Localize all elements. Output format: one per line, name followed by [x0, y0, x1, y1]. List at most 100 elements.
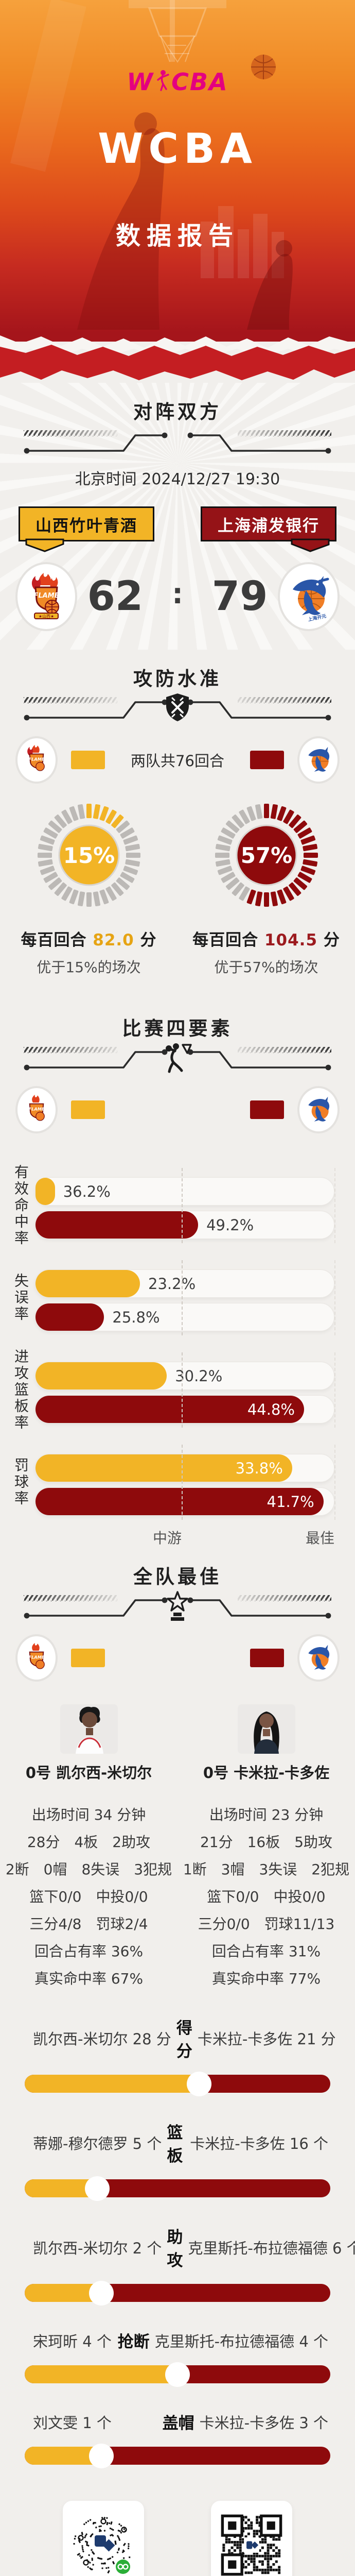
- pace-gauges: 15% 每百回合 82.0 分 优于15%的场次 57% 每百回合 104.5 …: [0, 801, 355, 977]
- duel-split-marker: [187, 2071, 212, 2096]
- divider-graphic: [24, 1047, 331, 1071]
- stat-line: 三分0/0 罚球11/13: [198, 1916, 335, 1933]
- home-color-swatch: [71, 1649, 105, 1667]
- duel-home-leader: 蒂娜-穆尔德罗 5 个: [33, 2135, 162, 2153]
- away-gauge-column: 57% 每百回合 104.5 分 优于57%的场次: [177, 801, 355, 977]
- duel-home-leader: 凯尔西-米切尔 2 个: [33, 2240, 162, 2257]
- axis-label-best: 最佳: [305, 1530, 334, 1547]
- divider-graphic: [24, 430, 331, 454]
- away-bar: 44.8%: [36, 1396, 304, 1423]
- hero-artwork: [10, 0, 293, 330]
- away-bar: 41.7%: [36, 1488, 324, 1515]
- away-bar-value: 25.8%: [112, 1308, 160, 1326]
- away-color-swatch: [250, 1100, 284, 1119]
- score-separator: :: [172, 577, 183, 610]
- home-player-name: 0号 凯尔西-米切尔: [25, 1764, 152, 1782]
- possessions-note: 两队共76回合: [131, 752, 224, 770]
- torn-paper-edge: [0, 331, 355, 380]
- duel-row: 凯尔西-米切尔 2 个 助攻 克里斯托-布拉德福德 6 个: [25, 2224, 355, 2306]
- home-gauge-column: 15% 每百回合 82.0 分 优于15%的场次: [0, 801, 177, 977]
- duel-stat-label: 盖帽: [162, 2414, 194, 2433]
- team-best-legend: FLAME: [0, 1634, 355, 1682]
- duel-away-leader: 卡米拉-卡多佐 3 个: [199, 2414, 328, 2432]
- section-divider: [10, 1591, 345, 1623]
- per100-suffix: 分: [323, 931, 340, 950]
- duel-home-fill: [25, 2365, 177, 2383]
- duel-home-fill: [25, 2284, 101, 2302]
- home-color-swatch: [71, 1100, 105, 1119]
- away-team-name: 上海浦发银行: [218, 516, 319, 535]
- away-bar-value: 44.8%: [247, 1400, 295, 1418]
- hero-subtitle: 数据报告: [115, 222, 239, 250]
- final-score: 62 : 79: [77, 573, 278, 620]
- home-bar: 23.2%: [36, 1270, 196, 1297]
- duel-bar: [25, 2280, 330, 2306]
- wcba-league-logo: W CBA: [0, 68, 355, 96]
- section-divider: [10, 429, 345, 458]
- factor-label: 有效命中率: [12, 1164, 29, 1247]
- hero-banner: W CBA WCBA 数据报告: [0, 0, 355, 332]
- duel-row: 凯尔西-米切尔 28 分 得分 卡米拉-卡多佐 21 分: [25, 2015, 336, 2096]
- bestline-dash: [334, 1352, 335, 1428]
- home-score: 62: [87, 573, 144, 620]
- away-bar-track: 41.7%: [35, 1487, 334, 1516]
- away-score: 79: [211, 573, 268, 620]
- home-player-stat-lines: 出场时间 34 分钟 28分 4板 2助攻 2断 0帽 8失误 3犯规 篮下0/…: [0, 1797, 177, 1988]
- section-matchup: 对阵双方: [0, 383, 355, 650]
- away-player-column: 0号 卡米拉-卡多佐: [177, 1704, 355, 1783]
- stat-line: 1断 3帽 3失误 2犯规: [183, 1861, 350, 1878]
- swordfish-logo-icon: 上海开元: [293, 576, 329, 621]
- section-pace: 攻防水准: [0, 650, 355, 999]
- dunk-player-icon: [162, 1042, 193, 1077]
- axis-label-mid: 中游: [152, 1530, 182, 1547]
- four-factors-axis: 中游 最佳: [0, 1527, 355, 1548]
- trophy-icon: [163, 1590, 192, 1625]
- pace-title: 攻防水准: [133, 668, 222, 690]
- duel-home-leader: 凯尔西-米切尔 28 分: [33, 2030, 171, 2048]
- home-percentile-gauge: 15%: [37, 804, 140, 907]
- duel-away-leader: 克里斯托-布拉德福德 6 个: [188, 2240, 355, 2257]
- home-banner-tail: [25, 538, 64, 552]
- pace-legend: FLAME 两队共76回合: [0, 736, 355, 784]
- away-player-name: 0号 卡米拉-卡多佐: [203, 1764, 330, 1782]
- home-player-column: 0号 凯尔西-米切尔: [0, 1704, 177, 1783]
- home-team-logo-icon: FLAME: [15, 1634, 58, 1682]
- bestline-dash: [334, 1168, 335, 1243]
- away-bar-track: 25.8%: [35, 1303, 334, 1331]
- factor-row: 失误率 23.2% 25.8%: [8, 1260, 335, 1335]
- section-divider: [10, 1043, 345, 1075]
- svg-text:FLAME: FLAME: [28, 756, 44, 761]
- duel-away-leader: 克里斯托-布拉德福德 4 个: [154, 2332, 328, 2350]
- away-team-logo-icon: [297, 736, 340, 784]
- away-color-swatch: [250, 1649, 284, 1667]
- best-players-stats: 出场时间 34 分钟 28分 4板 2助攻 2断 0帽 8失误 3犯规 篮下0/…: [0, 1797, 355, 1988]
- jumping-player-icon: [157, 70, 169, 91]
- away-bar-value: 49.2%: [206, 1216, 254, 1234]
- duel-bar: [25, 2176, 330, 2201]
- wcba-logo-cba: CBA: [171, 68, 228, 96]
- section-divider: [10, 693, 345, 725]
- four-factors-legend: FLAME: [0, 1086, 355, 1133]
- home-bar-track: 36.2%: [35, 1177, 334, 1206]
- hero-title: WCBA: [98, 125, 257, 173]
- away-team-logo-icon: [297, 1634, 340, 1682]
- stat-duels: 凯尔西-米切尔 28 分 得分 卡米拉-卡多佐 21 分 蒂娜-穆尔德罗 5 个…: [0, 2015, 355, 2468]
- qr-row: [0, 2501, 355, 2576]
- factor-label: 罚球率: [12, 1458, 29, 1507]
- home-bar: 30.2%: [36, 1362, 222, 1389]
- away-bar: 25.8%: [36, 1303, 160, 1331]
- svg-text:FLAME: FLAME: [28, 1654, 44, 1659]
- home-color-swatch: [71, 751, 105, 769]
- away-percentile-gauge: 57%: [215, 804, 318, 907]
- factor-label: 进攻篮板率: [12, 1349, 29, 1431]
- midline-dash: [182, 1445, 183, 1520]
- team-best-title: 全队最佳: [133, 1566, 222, 1588]
- away-player-stat-lines: 出场时间 23 分钟 21分 16板 5助攻 1断 3帽 3失误 2犯规 篮下0…: [177, 1797, 355, 1988]
- score-row: FLAME ★山西★ 62 : 79: [0, 562, 355, 631]
- home-bar-track: 23.2%: [35, 1269, 334, 1298]
- per100-prefix: 每百回合: [21, 931, 87, 950]
- factor-row: 有效命中率 36.2% 49.2%: [8, 1164, 335, 1247]
- home-bar-value: 30.2%: [175, 1367, 223, 1385]
- divider-graphic: [24, 697, 331, 721]
- home-bar-value: 36.2%: [63, 1182, 111, 1200]
